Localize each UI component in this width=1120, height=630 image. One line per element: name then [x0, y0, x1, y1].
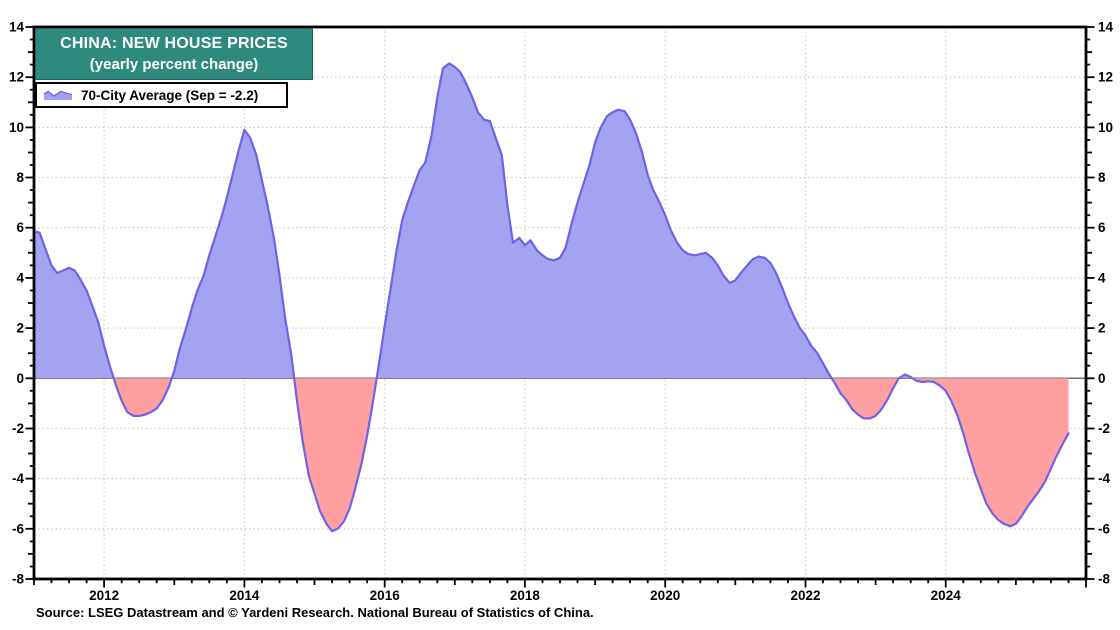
y-axis-label-left: 2 — [16, 321, 24, 336]
y-axis-label-right: 10 — [1098, 120, 1113, 135]
area-negative — [34, 378, 1069, 532]
legend-label: 70-City Average (Sep = -2.2) — [81, 87, 259, 103]
x-axis-label: 2014 — [229, 588, 260, 603]
y-axis-label-left: -8 — [12, 572, 24, 587]
x-axis-label: 2022 — [790, 588, 820, 603]
y-axis-label-left: -6 — [12, 521, 24, 536]
y-axis-label-left: 12 — [9, 70, 24, 85]
y-axis-labels: -8 -8 -6 -6 -4 -4 -2 -2 0 0 2 2 4 4 6 6 8 8 10 10 12 12 14 14 — [9, 20, 1114, 587]
y-axis-label-right: 6 — [1098, 220, 1106, 235]
x-axis-label: 2024 — [931, 588, 962, 603]
y-axis-label-left: 0 — [16, 371, 24, 386]
chart-subtitle: (yearly percent change) — [89, 56, 259, 73]
x-axis-ticks — [33, 580, 1087, 588]
y-axis-label-right: 4 — [1098, 270, 1106, 285]
y-axis-label-left: 6 — [16, 220, 24, 235]
y-axis-label-right: -8 — [1098, 572, 1110, 587]
y-axis-label-right: 14 — [1098, 20, 1114, 35]
y-axis-label-right: -2 — [1098, 421, 1110, 436]
series-line — [32, 62, 1070, 533]
y-axis-label-right: 12 — [1098, 70, 1113, 85]
y-axis-label-left: -2 — [12, 421, 24, 436]
area-positive — [34, 63, 913, 379]
y-axis-label-right: 8 — [1098, 170, 1106, 185]
x-axis-label: 2018 — [510, 588, 541, 603]
y-axis-label-left: 10 — [9, 120, 24, 135]
x-axis-label: 2012 — [89, 588, 119, 603]
chart-title: CHINA: NEW HOUSE PRICES — [60, 35, 288, 52]
y-axis-label-left: -4 — [12, 471, 24, 486]
chart-title-box: CHINA: NEW HOUSE PRICES (yearly percent … — [35, 28, 313, 80]
x-axis-label: 2016 — [370, 588, 401, 603]
y-axis-label-left: 8 — [16, 170, 24, 185]
y-axis-label-right: -6 — [1098, 521, 1110, 536]
legend: 70-City Average (Sep = -2.2) — [35, 82, 288, 108]
y-axis-ticks — [25, 26, 1095, 580]
area-series-icon — [43, 90, 73, 100]
plot-border — [32, 25, 1088, 581]
y-axis-label-right: 0 — [1098, 371, 1106, 386]
y-axis-label-left: 14 — [9, 20, 25, 35]
x-axis-label: 2020 — [650, 588, 680, 603]
y-axis-label-left: 4 — [16, 270, 24, 285]
y-axis-label-right: 2 — [1098, 321, 1106, 336]
y-axis-label-right: -4 — [1098, 471, 1110, 486]
source-note: Source: LSEG Datastream and © Yardeni Re… — [36, 605, 594, 620]
x-axis-labels: 2012 2014 2016 2018 2020 2022 2024 — [89, 588, 961, 603]
